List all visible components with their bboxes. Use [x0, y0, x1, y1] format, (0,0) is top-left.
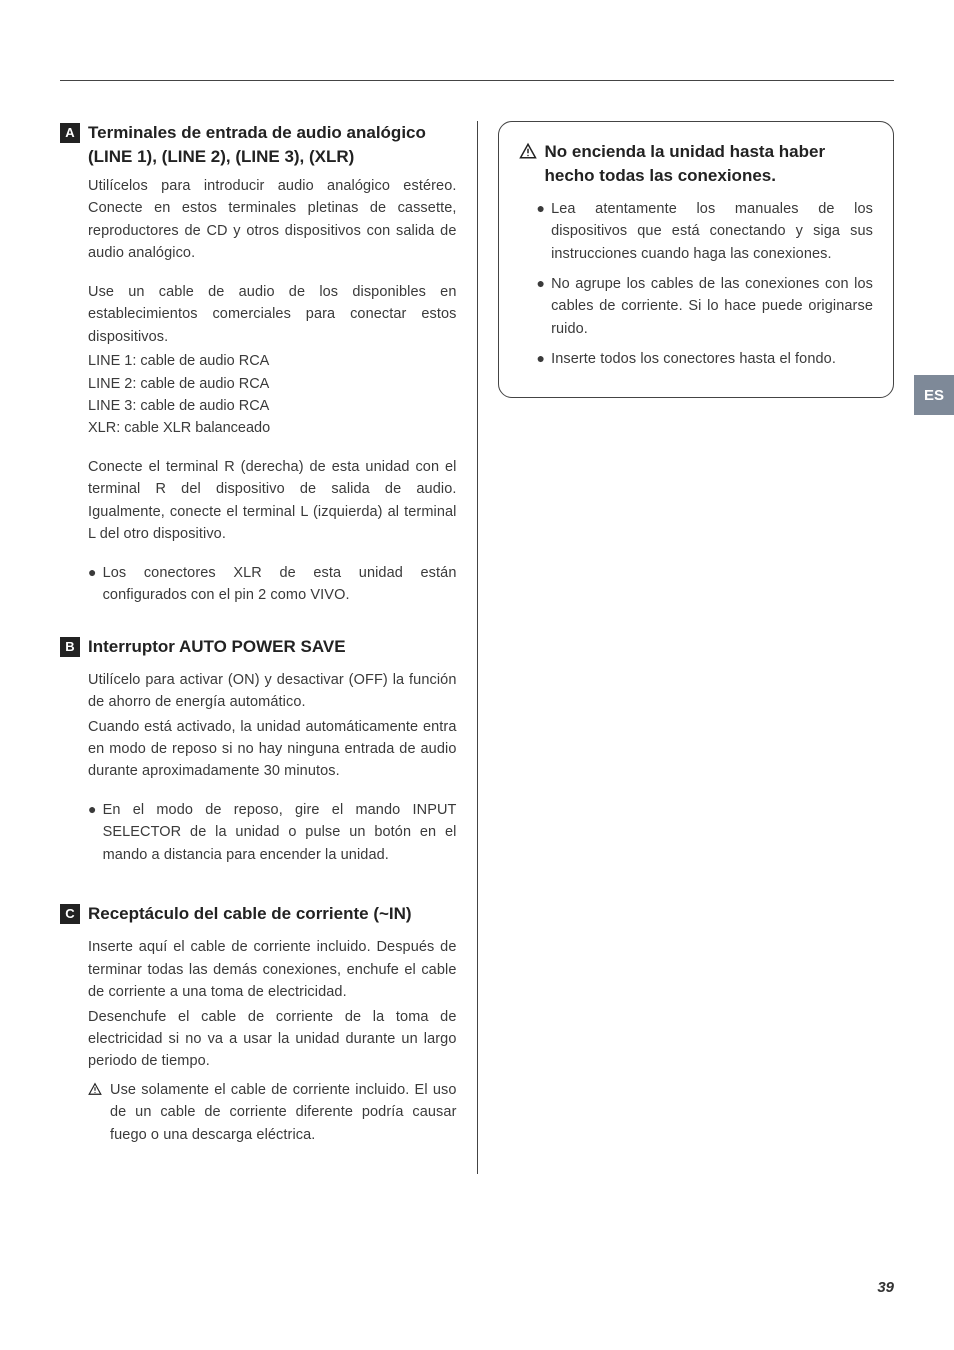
- line-1: LINE 1: cable de audio RCA: [88, 350, 457, 372]
- page-container: A Terminales de entrada de audio analógi…: [0, 0, 954, 1224]
- warning-item-3: ● Inserte todos los conectores hasta el …: [537, 348, 874, 370]
- warning-icon: [88, 1079, 102, 1101]
- section-c-warning-text: Use solamente el cable de corriente incl…: [110, 1079, 457, 1146]
- bullet-icon: ●: [88, 799, 97, 866]
- warning-item-2: ● No agrupe los cables de las conexiones…: [537, 273, 874, 340]
- section-a-para1: Utilícelos para introducir audio analógi…: [88, 175, 457, 265]
- label-box-c: C: [60, 904, 80, 924]
- warning-box-title: No encienda la unidad hasta haber hecho …: [545, 140, 874, 188]
- section-b-title: Interruptor AUTO POWER SAVE: [88, 635, 346, 659]
- section-a-title-line2: (LINE 1), (LINE 2), (LINE 3), (XLR): [88, 147, 457, 167]
- label-box-b: B: [60, 637, 80, 657]
- section-a-title-line1: Terminales de entrada de audio analógico: [88, 121, 426, 145]
- section-c-para2: Desenchufe el cable de corriente de la t…: [88, 1006, 457, 1073]
- section-b-para1: Utilícelo para activar (ON) y desactivar…: [88, 669, 457, 714]
- section-c: C Receptáculo del cable de corriente (~I…: [60, 902, 457, 1146]
- section-a-heading: A Terminales de entrada de audio analógi…: [60, 121, 457, 145]
- warning-item-3-text: Inserte todos los conectores hasta el fo…: [551, 348, 836, 370]
- section-a-note-1: ● Los conectores XLR de esta unidad está…: [88, 562, 457, 607]
- top-rule: [60, 80, 894, 81]
- section-c-para1: Inserte aquí el cable de corriente inclu…: [88, 936, 457, 1003]
- section-b-note-1-text: En el modo de reposo, gire el mando INPU…: [103, 799, 457, 866]
- bullet-icon: ●: [537, 273, 546, 340]
- label-box-a: A: [60, 123, 80, 143]
- warning-box: No encienda la unidad hasta haber hecho …: [498, 121, 895, 398]
- bullet-icon: ●: [537, 198, 546, 265]
- line-3: LINE 3: cable de audio RCA: [88, 395, 457, 417]
- section-c-warning-row: Use solamente el cable de corriente incl…: [88, 1079, 457, 1146]
- section-a-para2: Use un cable de audio de los disponibles…: [88, 281, 457, 348]
- warning-item-1: ● Lea atentamente los manuales de los di…: [537, 198, 874, 265]
- column-divider: [477, 121, 478, 1174]
- section-b-heading: B Interruptor AUTO POWER SAVE: [60, 635, 457, 659]
- warning-item-1-text: Lea atentamente los manuales de los disp…: [551, 198, 873, 265]
- warning-box-heading: No encienda la unidad hasta haber hecho …: [519, 140, 874, 188]
- section-c-title: Receptáculo del cable de corriente (~IN): [88, 902, 412, 926]
- section-a-para3: Conecte el terminal R (derecha) de esta …: [88, 456, 457, 546]
- section-a: A Terminales de entrada de audio analógi…: [60, 121, 457, 607]
- section-b-note-1: ● En el modo de reposo, gire el mando IN…: [88, 799, 457, 866]
- right-column: No encienda la unidad hasta haber hecho …: [498, 121, 895, 1174]
- section-b-para2: Cuando está activado, la unidad automáti…: [88, 716, 457, 783]
- two-column-layout: A Terminales de entrada de audio analógi…: [60, 121, 894, 1174]
- left-column: A Terminales de entrada de audio analógi…: [60, 121, 457, 1174]
- section-b: B Interruptor AUTO POWER SAVE Utilícelo …: [60, 635, 457, 867]
- line-2: LINE 2: cable de audio RCA: [88, 373, 457, 395]
- section-c-heading: C Receptáculo del cable de corriente (~I…: [60, 902, 457, 926]
- section-a-lines: LINE 1: cable de audio RCA LINE 2: cable…: [88, 350, 457, 440]
- section-b-notes: ● En el modo de reposo, gire el mando IN…: [88, 799, 457, 866]
- warning-icon: [519, 140, 537, 167]
- language-tab: ES: [914, 375, 954, 415]
- section-a-notes: ● Los conectores XLR de esta unidad está…: [88, 562, 457, 607]
- warning-box-list: ● Lea atentamente los manuales de los di…: [537, 198, 874, 371]
- bullet-icon: ●: [88, 562, 97, 607]
- line-4: XLR: cable XLR balanceado: [88, 417, 457, 439]
- warning-item-2-text: No agrupe los cables de las conexiones c…: [551, 273, 873, 340]
- page-number: 39: [877, 1279, 894, 1296]
- section-a-note-1-text: Los conectores XLR de esta unidad están …: [103, 562, 457, 607]
- bullet-icon: ●: [537, 348, 546, 370]
